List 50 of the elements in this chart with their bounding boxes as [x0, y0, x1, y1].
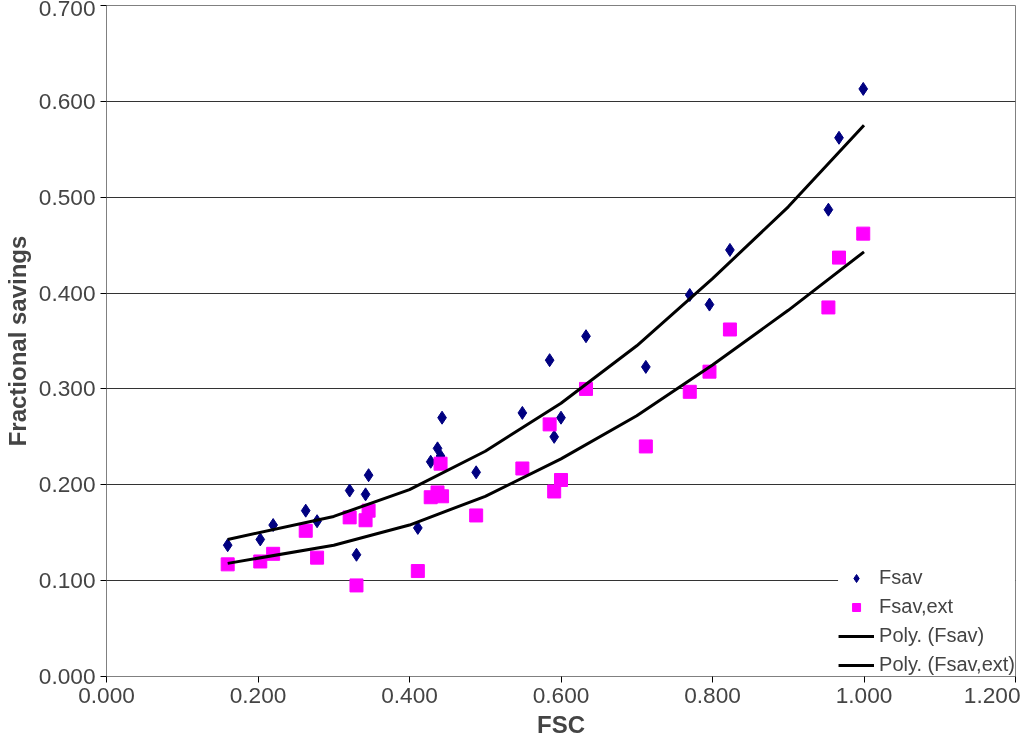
point [349, 578, 364, 593]
legend-label: Fsav,ext [879, 595, 954, 618]
point [554, 472, 568, 487]
point [858, 81, 869, 96]
point [544, 353, 555, 368]
point [704, 297, 715, 312]
point [549, 429, 560, 444]
point [298, 523, 313, 538]
y-tick-label: 0.300 [38, 375, 96, 402]
point [300, 503, 311, 518]
y-tick-label: 0.200 [38, 471, 96, 498]
y-tick-label: 0.500 [38, 183, 96, 210]
point [469, 508, 484, 523]
y-tick-label: 0.700 [38, 0, 96, 21]
point [821, 300, 836, 315]
point [255, 532, 266, 547]
x-tick-label: 0.800 [684, 681, 741, 708]
point [344, 483, 355, 498]
legend-label: Poly. (Fsav,ext) [879, 653, 1015, 676]
point [823, 202, 834, 217]
legend-label: Poly. (Fsav) [879, 624, 985, 647]
point [435, 489, 450, 504]
y-axis-title: Fractional savings [3, 235, 31, 447]
point [856, 226, 871, 241]
point [425, 454, 436, 469]
y-tick-label: 0.100 [38, 567, 96, 594]
point [351, 547, 362, 562]
y-tick-label: 0.600 [38, 87, 96, 114]
point [222, 538, 233, 553]
x-tick-label: 1.000 [835, 681, 893, 708]
x-tick-label: 1.200 [963, 681, 1021, 708]
point [360, 487, 371, 502]
point [410, 564, 425, 579]
y-tick-label: 0.400 [38, 279, 96, 306]
x-tick-label: 0.200 [229, 681, 287, 708]
point [363, 468, 374, 483]
x-tick-label: 0.400 [381, 681, 438, 708]
point [542, 417, 557, 432]
x-axis-title: FSC [537, 710, 585, 738]
point [638, 439, 653, 454]
point [722, 322, 737, 337]
point [433, 456, 448, 471]
x-tick-label: 0.600 [532, 681, 590, 708]
legend-label: Fsav [879, 566, 923, 589]
point [517, 405, 528, 420]
point [682, 384, 697, 399]
point [832, 250, 846, 265]
point [310, 550, 325, 565]
point [547, 484, 562, 499]
point [515, 461, 530, 476]
